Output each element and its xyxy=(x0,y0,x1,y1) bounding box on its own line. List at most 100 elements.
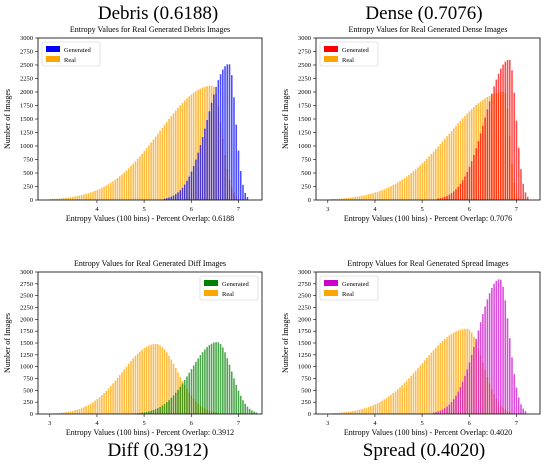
histogram-bar xyxy=(408,174,410,200)
y-tick-label: 2000 xyxy=(20,89,33,96)
histogram-bar xyxy=(401,179,404,200)
histogram-bar xyxy=(71,196,74,200)
histogram-bar xyxy=(352,197,354,200)
histogram-bar xyxy=(358,196,361,200)
histogram-bar xyxy=(488,293,491,414)
y-tick-label: 2250 xyxy=(20,76,33,83)
histogram-bar xyxy=(461,329,464,414)
histogram-bar xyxy=(508,338,511,414)
histogram-bar xyxy=(479,133,482,200)
histogram-bar xyxy=(134,355,137,414)
histogram-bar xyxy=(110,182,112,200)
histogram-bar xyxy=(394,183,397,200)
histogram-bar xyxy=(172,195,175,200)
histogram-bar xyxy=(448,194,451,200)
y-tick-label: 750 xyxy=(301,376,311,383)
histogram-bar xyxy=(506,318,509,414)
histogram-bar xyxy=(239,171,242,200)
histogram-bar xyxy=(367,194,370,200)
histogram-bar xyxy=(157,344,159,414)
histogram-bar xyxy=(177,389,179,414)
histogram-bar xyxy=(148,345,150,414)
histogram-bar xyxy=(179,105,182,200)
histogram-bar xyxy=(177,107,179,200)
histogram-bar xyxy=(423,360,426,414)
histogram-bar xyxy=(383,399,386,414)
histogram-bar xyxy=(504,300,507,414)
y-tick-label: 2500 xyxy=(298,62,311,69)
histogram-bar xyxy=(444,138,446,200)
histogram-bar xyxy=(473,107,475,200)
histogram-bar xyxy=(188,372,190,414)
histogram-bar xyxy=(403,178,406,200)
histogram-bar xyxy=(163,403,166,414)
histogram-bar xyxy=(488,101,491,200)
histogram-bar xyxy=(410,375,412,414)
histogram-bar xyxy=(174,110,177,200)
histogram-bar xyxy=(228,64,231,200)
histogram-bar xyxy=(464,115,466,200)
y-tick-label: 1250 xyxy=(20,130,33,137)
histogram-bar xyxy=(515,120,518,200)
histogram-bar xyxy=(336,198,339,200)
y-tick-label: 0 xyxy=(30,411,33,418)
x-axis-label: Entropy Values (100 bins) - Percent Over… xyxy=(344,214,512,223)
histogram-bar xyxy=(504,61,507,200)
histogram-bar xyxy=(94,190,96,200)
histogram-bar xyxy=(343,198,345,200)
histogram-bar xyxy=(103,186,105,200)
histogram-bar xyxy=(172,395,175,414)
histogram-bar xyxy=(159,406,161,414)
histogram-bar xyxy=(145,148,148,200)
histogram-bar xyxy=(217,80,220,200)
histogram-bar xyxy=(508,59,511,201)
histogram-bar xyxy=(383,189,386,200)
histogram-bar xyxy=(448,133,451,200)
histogram-bar xyxy=(444,196,446,200)
histogram-bar xyxy=(354,196,356,200)
histogram-bar xyxy=(500,68,502,200)
histogram-bar xyxy=(432,350,435,414)
histogram-bar xyxy=(206,119,208,200)
histogram-bar xyxy=(168,118,170,200)
histogram-bar xyxy=(370,406,372,414)
y-tick-label: 2250 xyxy=(20,305,33,312)
histogram-bar xyxy=(477,141,480,200)
histogram-bar xyxy=(222,69,224,200)
histogram-bar xyxy=(361,409,363,414)
histogram-bar xyxy=(464,176,466,200)
histogram-bar xyxy=(170,397,173,414)
histogram-bar xyxy=(253,411,255,414)
histogram-bar xyxy=(470,109,473,200)
y-tick-label: 500 xyxy=(23,387,33,394)
histogram-bar xyxy=(235,124,238,200)
histogram-bar xyxy=(332,199,334,200)
histogram-bar xyxy=(502,286,504,414)
histogram-bar xyxy=(179,386,182,414)
histogram-bar xyxy=(74,410,76,414)
histogram-bar xyxy=(417,167,419,200)
x-tick-label: 4 xyxy=(373,420,377,427)
histogram-bar xyxy=(69,411,72,414)
histogram-bar xyxy=(139,412,141,414)
legend-swatch xyxy=(46,56,60,62)
histogram-bar xyxy=(502,64,504,200)
histogram-bar xyxy=(405,380,408,414)
histogram-bar xyxy=(121,174,123,200)
histogram-bar xyxy=(457,330,460,414)
histogram-bar xyxy=(172,113,175,200)
histogram-bar xyxy=(520,169,522,200)
histogram-bar xyxy=(192,92,195,200)
y-tick-label: 1000 xyxy=(298,364,311,371)
histogram-bar xyxy=(136,158,139,200)
histogram-bar xyxy=(396,389,399,414)
histogram-bar xyxy=(459,183,462,200)
histogram-bar xyxy=(482,314,484,414)
histogram-bar xyxy=(475,148,477,200)
histogram-bar xyxy=(132,163,134,200)
histogram-bar xyxy=(242,184,244,200)
y-tick-label: 1250 xyxy=(20,352,33,359)
histogram-bar xyxy=(226,64,229,200)
histogram-bar xyxy=(437,146,439,200)
